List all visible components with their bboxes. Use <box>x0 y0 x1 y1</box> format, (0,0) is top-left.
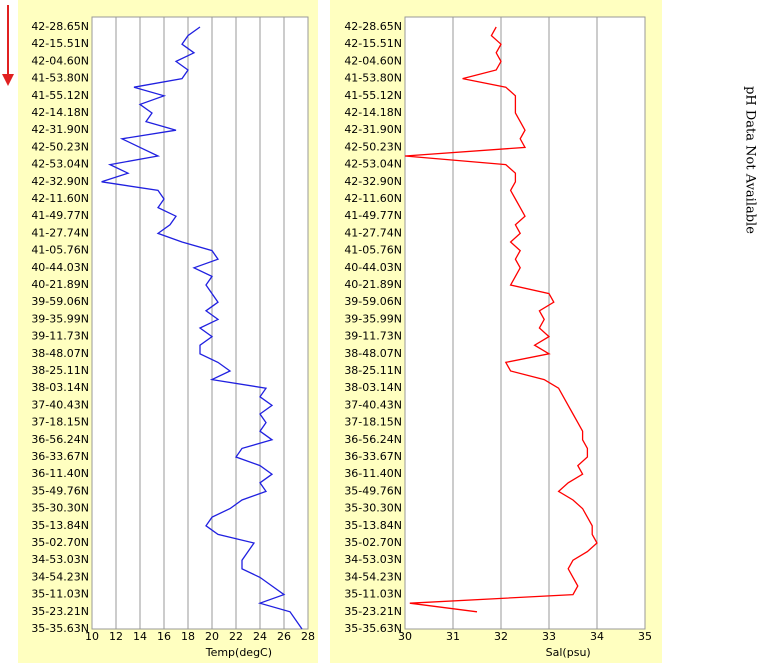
y-tick-label: 42-31.90N <box>31 123 89 136</box>
y-tick-label: 42-14.18N <box>31 106 89 119</box>
y-tick-label: 35-35.63N <box>31 622 89 635</box>
y-tick-label: 42-15.51N <box>344 37 402 50</box>
annotation: pH Data Not Available <box>743 86 758 234</box>
y-tick-label: 41-53.80N <box>344 72 402 85</box>
y-tick-label: 41-49.77N <box>344 209 402 222</box>
y-tick-label: 42-32.90N <box>344 175 402 188</box>
y-tick-label: 42-50.23N <box>344 140 402 153</box>
y-tick-label: 39-35.99N <box>31 312 89 325</box>
data-line <box>101 26 303 630</box>
y-tick-label: 37-40.43N <box>31 398 89 411</box>
x-tick-label: 34 <box>590 630 604 643</box>
x-tick-label: 35 <box>638 630 652 643</box>
y-tick-label: 38-03.14N <box>31 381 89 394</box>
y-tick-label: 41-55.12N <box>31 89 89 102</box>
y-tick-label: 42-32.90N <box>31 175 89 188</box>
x-tick-label: 26 <box>277 630 291 643</box>
plot-area <box>404 16 646 630</box>
y-tick-label: 40-21.89N <box>344 278 402 291</box>
y-tick-label: 42-53.04N <box>344 158 402 171</box>
y-tick-label: 36-11.40N <box>344 467 402 480</box>
x-tick-label: 30 <box>398 630 412 643</box>
y-tick-label: 38-25.11N <box>344 364 402 377</box>
y-tick-label: 34-53.03N <box>344 553 402 566</box>
x-tick-label: 16 <box>157 630 171 643</box>
y-tick-label: 41-27.74N <box>31 226 89 239</box>
y-tick-label: 38-25.11N <box>31 364 89 377</box>
y-tick-label: 35-23.21N <box>344 605 402 618</box>
y-tick-label: 35-11.03N <box>344 588 402 601</box>
y-tick-label: 41-05.76N <box>31 244 89 257</box>
y-tick-label: 38-48.07N <box>344 347 402 360</box>
y-tick-label: 34-53.03N <box>31 553 89 566</box>
plot-area <box>91 16 309 630</box>
x-axis-label: Temp(degC) <box>205 646 272 659</box>
y-tick-label: 39-11.73N <box>344 330 402 343</box>
y-tick-label: 40-44.03N <box>31 261 89 274</box>
y-tick-label: 41-27.74N <box>344 226 402 239</box>
y-tick-label: 39-35.99N <box>344 312 402 325</box>
y-tick-label: 35-02.70N <box>31 536 89 549</box>
y-tick-label: 38-03.14N <box>344 381 402 394</box>
y-tick-label: 40-21.89N <box>31 278 89 291</box>
y-tick-label: 35-49.76N <box>31 484 89 497</box>
y-tick-label: 42-14.18N <box>344 106 402 119</box>
y-tick-label: 36-11.40N <box>31 467 89 480</box>
y-tick-label: 38-48.07N <box>31 347 89 360</box>
y-tick-label: 35-35.63N <box>344 622 402 635</box>
y-tick-label: 35-13.84N <box>344 519 402 532</box>
y-tick-label: 39-59.06N <box>31 295 89 308</box>
y-tick-label: 34-54.23N <box>31 570 89 583</box>
y-tick-label: 35-30.30N <box>31 502 89 515</box>
x-tick-label: 32 <box>494 630 508 643</box>
y-tick-label: 35-49.76N <box>344 484 402 497</box>
y-tick-label: 42-04.60N <box>31 54 89 67</box>
x-tick-label: 20 <box>205 630 219 643</box>
y-tick-label: 35-30.30N <box>344 502 402 515</box>
y-tick-label: 42-53.04N <box>31 158 89 171</box>
data-line <box>404 26 598 613</box>
y-tick-label: 34-54.23N <box>344 570 402 583</box>
x-axis-label: Sal(psu) <box>546 646 591 659</box>
y-tick-label: 35-23.21N <box>31 605 89 618</box>
x-tick-label: 28 <box>301 630 315 643</box>
x-tick-label: 12 <box>109 630 123 643</box>
y-tick-label: 36-56.24N <box>31 433 89 446</box>
y-tick-label: 42-11.60N <box>344 192 402 205</box>
y-tick-label: 42-11.60N <box>31 192 89 205</box>
arrow-head <box>2 74 14 86</box>
y-tick-label: 36-56.24N <box>344 433 402 446</box>
x-tick-label: 10 <box>85 630 99 643</box>
x-tick-label: 24 <box>253 630 267 643</box>
y-tick-label: 41-53.80N <box>31 72 89 85</box>
y-tick-label: 42-28.65N <box>31 20 89 33</box>
x-tick-label: 14 <box>133 630 147 643</box>
y-tick-label: 42-50.23N <box>31 140 89 153</box>
x-tick-label: 33 <box>542 630 556 643</box>
y-tick-label: 42-04.60N <box>344 54 402 67</box>
x-tick-label: 31 <box>446 630 460 643</box>
x-tick-label: 22 <box>229 630 243 643</box>
y-tick-label: 35-02.70N <box>344 536 402 549</box>
y-tick-label: 36-33.67N <box>31 450 89 463</box>
y-tick-label: 41-05.76N <box>344 244 402 257</box>
x-tick-label: 18 <box>181 630 195 643</box>
y-tick-label: 35-11.03N <box>31 588 89 601</box>
y-tick-label: 37-18.15N <box>31 416 89 429</box>
y-tick-label: 42-15.51N <box>31 37 89 50</box>
y-tick-label: 39-59.06N <box>344 295 402 308</box>
y-tick-label: 42-31.90N <box>344 123 402 136</box>
y-tick-label: 41-49.77N <box>31 209 89 222</box>
y-tick-label: 42-28.65N <box>344 20 402 33</box>
y-tick-label: 36-33.67N <box>344 450 402 463</box>
y-tick-label: 37-18.15N <box>344 416 402 429</box>
y-tick-label: 40-44.03N <box>344 261 402 274</box>
y-tick-label: 37-40.43N <box>344 398 402 411</box>
y-tick-label: 41-55.12N <box>344 89 402 102</box>
y-tick-label: 39-11.73N <box>31 330 89 343</box>
y-tick-label: 35-13.84N <box>31 519 89 532</box>
